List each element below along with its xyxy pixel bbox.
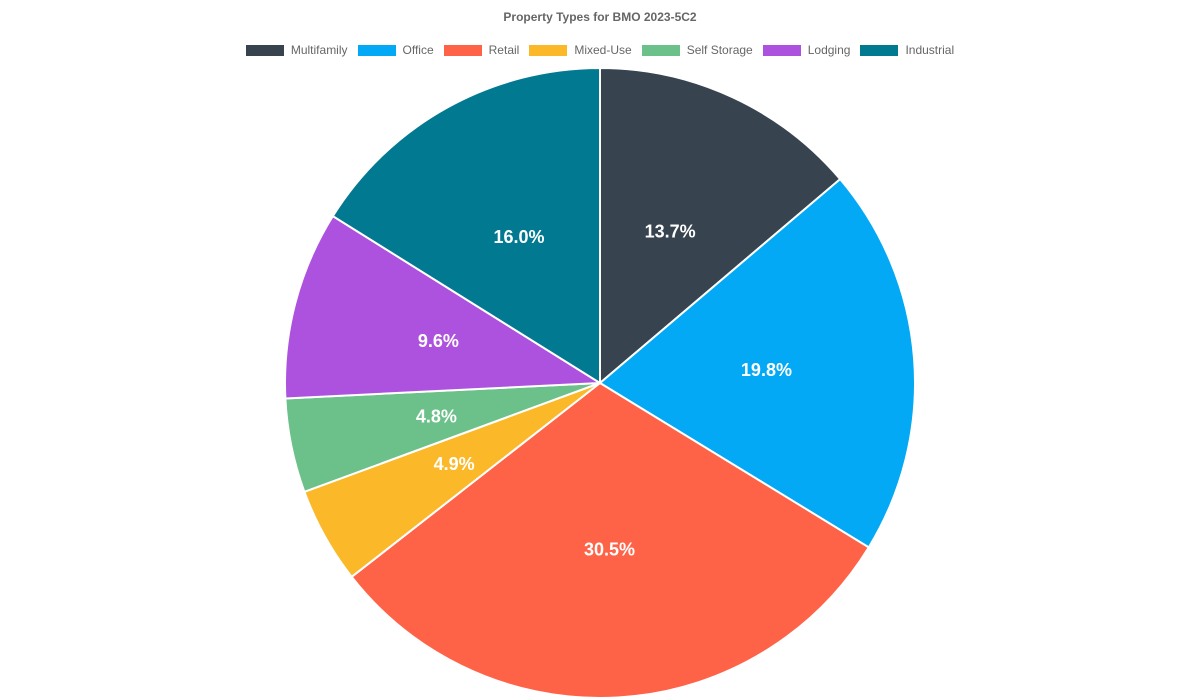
legend-label: Industrial [905, 43, 955, 57]
legend-swatch [860, 44, 899, 56]
legend-label: Mixed-Use [574, 43, 632, 57]
legend-label: Office [402, 43, 434, 57]
slice-data-label: 19.8% [741, 360, 792, 380]
pie-slice-industrial[interactable] [331, 66, 601, 385]
legend-swatch [529, 44, 568, 56]
legend-label: Lodging [807, 43, 851, 57]
legend-swatch [762, 44, 801, 56]
chart-title: Property Types for BMO 2023-5C2 [503, 10, 697, 24]
legend-item[interactable]: Retail [443, 43, 520, 57]
legend-item[interactable]: Lodging [762, 43, 851, 57]
slice-data-label: 4.8% [416, 406, 457, 426]
slice-data-label: 9.6% [418, 331, 459, 351]
legend-label: Multifamily [290, 43, 348, 57]
pie-slice-lodging[interactable] [284, 214, 604, 400]
slice-data-label: 30.5% [584, 540, 635, 560]
legend-item[interactable]: Industrial [860, 43, 954, 57]
pie-slice-retail[interactable] [350, 381, 871, 699]
pie-slice-office[interactable] [598, 177, 916, 549]
legend-swatch [443, 44, 482, 56]
legend-swatch [245, 44, 284, 56]
legend-swatch [357, 44, 396, 56]
slice-data-label: 4.9% [434, 454, 475, 474]
legend-item[interactable]: Mixed-Use [529, 43, 632, 57]
chart-legend: Multifamily Office Retail Mixed-Use Self Sto… [0, 43, 1200, 57]
legend-item[interactable]: Office [357, 43, 434, 57]
pie-slice-multifamily[interactable] [599, 66, 842, 386]
legend-item[interactable]: Multifamily [245, 43, 348, 57]
legend-item[interactable]: Self Storage [641, 43, 753, 57]
legend-label: Self Storage [686, 43, 753, 57]
slice-data-label: 16.0% [494, 227, 545, 247]
slice-data-label: 13.7% [645, 221, 696, 241]
legend-label: Retail [488, 43, 520, 57]
legend-swatch [641, 44, 680, 56]
